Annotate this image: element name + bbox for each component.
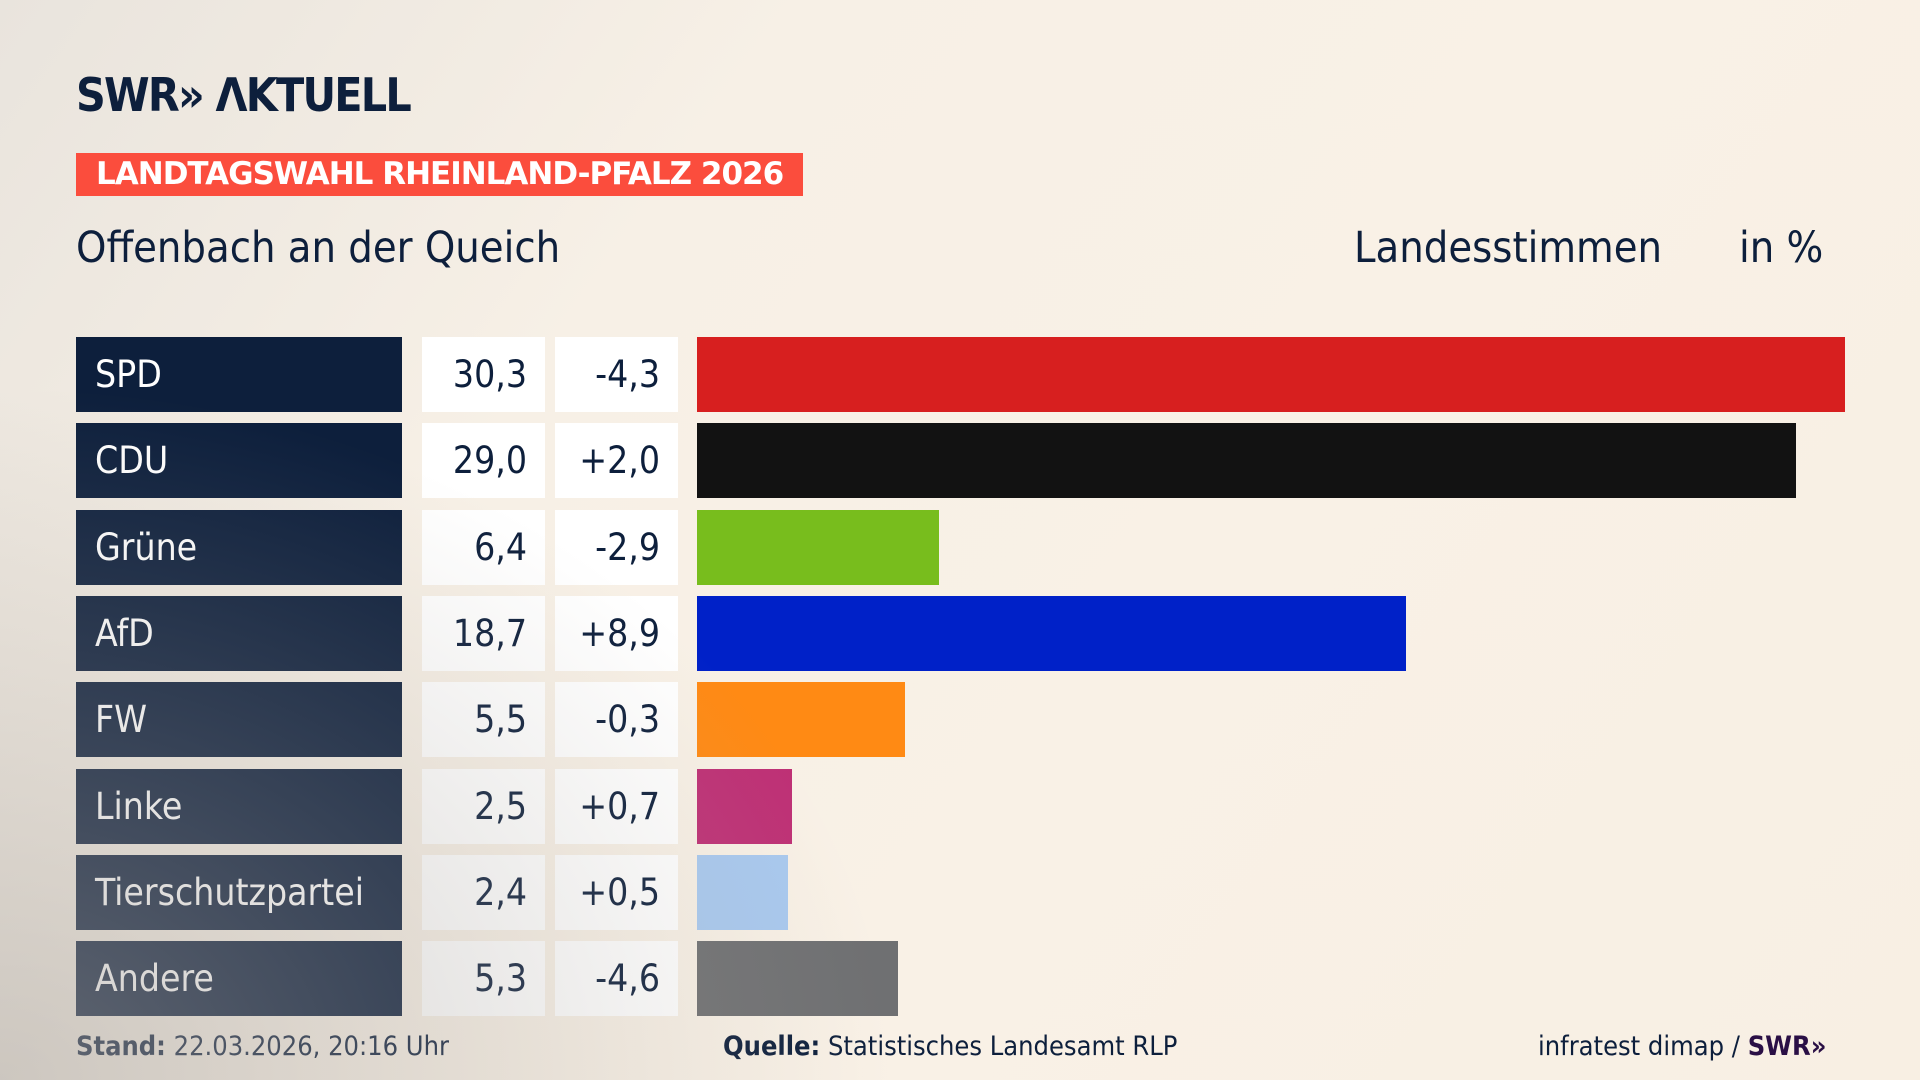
party-name: FW — [76, 682, 402, 758]
party-name: Tierschutzpartei — [76, 854, 402, 930]
vote-change: +0,7 — [555, 768, 678, 844]
party-row: FW 5,5 -0,3 — [76, 682, 1876, 758]
vote-change: -2,9 — [555, 509, 678, 585]
bar-grüne — [697, 509, 940, 585]
credit-info: infratest dimap / SWR» — [1538, 1030, 1826, 1064]
vote-share: 29,0 — [422, 423, 545, 499]
source-label: Quelle: — [723, 1031, 821, 1062]
swr-aktuell-logo: SWR» ΛKTUELL — [76, 68, 412, 122]
vote-share: 30,3 — [422, 337, 545, 412]
vote-change: +8,9 — [555, 595, 678, 671]
stand-value: 22.03.2026, 20:16 Uhr — [173, 1031, 449, 1062]
vote-share: 2,5 — [422, 768, 545, 844]
party-row: SPD 30,3 -4,3 — [76, 337, 1876, 412]
vote-change: -4,6 — [555, 941, 678, 1017]
source-value: Statistisches Landesamt RLP — [827, 1031, 1178, 1062]
vote-change: +0,5 — [555, 854, 678, 930]
swr-logo-small: SWR» — [1747, 1031, 1827, 1062]
vote-share: 5,5 — [422, 682, 545, 758]
vote-share: 18,7 — [422, 595, 545, 671]
party-name: Andere — [76, 941, 402, 1017]
location-title: Offenbach an der Queich — [76, 223, 561, 273]
bar-fw — [697, 682, 906, 758]
party-row: Tierschutzpartei 2,4 +0,5 — [76, 854, 1876, 930]
party-row: CDU 29,0 +2,0 — [76, 423, 1876, 499]
party-name: Linke — [76, 768, 402, 844]
vote-share: 6,4 — [422, 509, 545, 585]
party-row: Andere 5,3 -4,6 — [76, 941, 1876, 1017]
election-badge: LANDTAGSWAHL RHEINLAND-PFALZ 2026 — [76, 153, 804, 196]
stand-info: Stand: 22.03.2026, 20:16 Uhr — [76, 1030, 449, 1064]
source-info: Quelle: Statistisches Landesamt RLP — [723, 1030, 1177, 1064]
bar-tierschutzpartei — [697, 854, 788, 930]
party-row: Linke 2,5 +0,7 — [76, 768, 1876, 844]
bar-cdu — [697, 423, 1796, 499]
party-name: SPD — [76, 337, 402, 412]
party-name: Grüne — [76, 509, 402, 585]
bar-afd — [697, 595, 1406, 671]
vote-change: +2,0 — [555, 423, 678, 499]
party-row: Grüne 6,4 -2,9 — [76, 509, 1876, 585]
bar-andere — [697, 941, 898, 1017]
bar-spd — [697, 337, 1845, 412]
unit-label: in % — [1739, 223, 1824, 273]
party-name: AfD — [76, 595, 402, 671]
credit-text: infratest dimap / — [1538, 1031, 1740, 1062]
vote-share: 5,3 — [422, 941, 545, 1017]
party-row: AfD 18,7 +8,9 — [76, 595, 1876, 671]
vote-type-label: Landesstimmen — [1354, 223, 1663, 273]
vote-change: -4,3 — [555, 337, 678, 412]
stand-label: Stand: — [76, 1031, 166, 1062]
vote-change: -0,3 — [555, 682, 678, 758]
party-name: CDU — [76, 423, 402, 499]
bar-linke — [697, 768, 792, 844]
vote-share: 2,4 — [422, 854, 545, 930]
